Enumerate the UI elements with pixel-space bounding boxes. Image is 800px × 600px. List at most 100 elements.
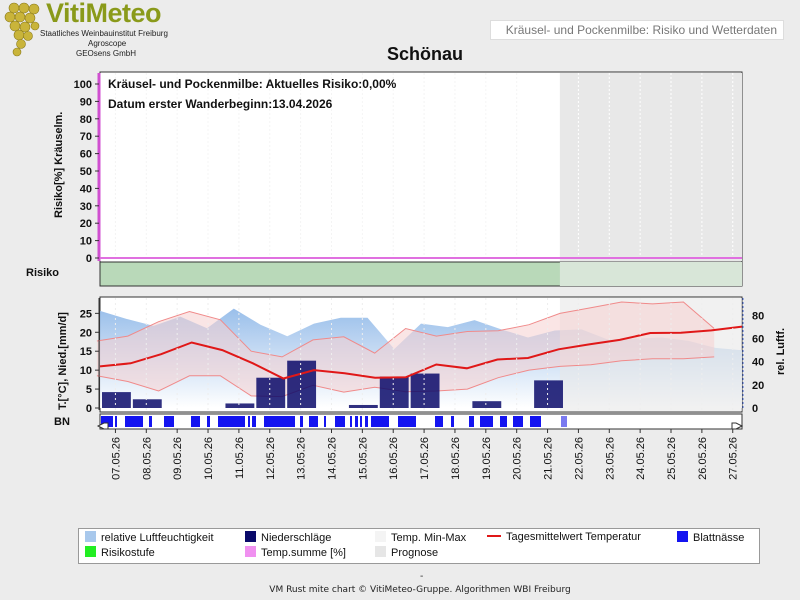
date-tick-label: 18.05.26	[450, 437, 462, 480]
date-tick-label: 26.05.26	[697, 437, 709, 480]
leaf-wetness-mark	[435, 416, 443, 427]
risk-annotation: Kräusel- und Pockenmilbe: Aktuelles Risi…	[108, 77, 397, 91]
chart-legend: relative Luftfeuchtigkeit Niederschläge …	[78, 528, 760, 564]
leaf-wetness-mark	[248, 416, 250, 427]
date-tick-label: 24.05.26	[635, 437, 647, 480]
risk-y-tick-label: 30	[80, 201, 92, 213]
risk-level-label: Risiko	[26, 267, 59, 279]
logo-line-1: Staatliches Weinbauinstitut Freiburg	[40, 29, 168, 38]
date-tick-label: 27.05.26	[728, 437, 740, 480]
weather-left-tick-label: 5	[86, 384, 92, 396]
precip-bar	[534, 380, 563, 408]
bn-strip	[99, 413, 743, 430]
precip-bar	[132, 399, 162, 408]
legend-item-precipitation: Niederschläge	[245, 531, 331, 544]
precip-bar	[348, 404, 378, 408]
vitimeteo-logo: VitiMeteo Staatliches Weinbauinstitut Fr…	[0, 0, 200, 60]
wander-annotation: Datum erster Wanderbeginn:13.04.2026	[108, 97, 333, 111]
date-tick-label: 25.05.26	[666, 437, 678, 480]
weather-right-label: rel. Luftf.	[775, 328, 787, 375]
bn-label: BN	[54, 416, 70, 428]
weather-left-tick-label: 15	[80, 346, 92, 358]
leaf-wetness-mark	[125, 416, 143, 427]
logo-title: VitiMeteo	[46, 0, 162, 28]
temp-mean-series	[99, 325, 743, 380]
risk-y-tick-label: 70	[80, 131, 92, 143]
date-tick-label: 12.05.26	[265, 437, 277, 480]
precip-bar	[379, 376, 409, 408]
precip-bar	[472, 401, 502, 408]
date-tick-label: 15.05.26	[357, 437, 369, 480]
leaf-wetness-mark	[398, 416, 416, 427]
legend-item-temp-sum: Temp.summe [%]	[245, 546, 346, 559]
header-subtitle-box: Kräusel- und Pockenmilbe: Risiko und Wet…	[490, 20, 784, 40]
grape-icon	[4, 2, 40, 57]
footer-credit: VM Rust mite chart © VitiMeteo-Gruppe. A…	[269, 585, 571, 595]
leaf-wetness-mark	[149, 416, 152, 427]
date-tick-label: 09.05.26	[172, 437, 184, 480]
leaf-wetness-mark	[360, 416, 362, 427]
logo-line-2: Agroscope	[88, 39, 127, 48]
leaf-wetness-mark	[500, 416, 507, 427]
date-tick-label: 11.05.26	[234, 437, 246, 479]
weather-left-label: T.[°C], Nied.[mm/d]	[57, 312, 69, 410]
date-tick-label: 14.05.26	[326, 437, 338, 480]
risk-y-label: Risiko[%] Kräuselm.	[53, 112, 65, 218]
date-tick-label: 13.05.26	[296, 437, 308, 480]
leaf-wetness-mark	[365, 416, 368, 427]
temp-minmax-band	[96, 302, 715, 397]
legend-item-forecast: Prognose	[375, 546, 438, 559]
leaf-wetness-mark	[513, 416, 523, 427]
date-tick-label: 19.05.26	[481, 437, 493, 480]
leaf-wetness-mark	[101, 416, 113, 427]
weather-right-tick-label: 60	[752, 334, 764, 346]
header-subtitle: Kräusel- und Pockenmilbe: Risiko und Wet…	[505, 23, 777, 37]
precip-bar	[102, 392, 131, 408]
leaf-wetness-mark	[300, 416, 303, 427]
weather-right-tick-label: 0	[752, 403, 758, 415]
risk-y-tick-label: 40	[80, 183, 92, 195]
date-tick-label: 16.05.26	[388, 437, 400, 480]
date-tick-label: 17.05.26	[419, 437, 431, 480]
legend-item-risk-level: Risikostufe	[85, 546, 155, 559]
temp-max-line	[96, 301, 715, 358]
weather-left-tick-label: 25	[80, 308, 92, 320]
risk-y-tick-label: 90	[80, 96, 92, 108]
leaf-wetness-mark	[252, 416, 256, 427]
risk-y-tick-label: 10	[80, 236, 92, 248]
weather-left-tick-label: 10	[80, 365, 92, 377]
leaf-wetness-mark	[480, 416, 493, 427]
risk-y-tick-label: 20	[80, 218, 92, 230]
risk-y-tick-label: 50	[80, 166, 92, 178]
leaf-wetness-mark	[355, 416, 358, 427]
date-tick-label: 23.05.26	[604, 437, 616, 480]
leaf-wetness-mark	[335, 416, 345, 427]
risk-y-tick-label: 0	[86, 253, 92, 265]
leaf-wetness-mark	[191, 416, 200, 427]
leaf-wetness-mark	[115, 416, 117, 427]
logo-line-3: GEOsens GmbH	[76, 49, 137, 58]
weather-right-tick-label: 80	[752, 310, 764, 322]
footer-dash: -	[420, 571, 424, 582]
precip-bar	[410, 373, 440, 408]
legend-item-leaf-wetness: Blattnässe	[677, 531, 744, 544]
leaf-wetness-mark	[264, 416, 295, 427]
leaf-wetness-mark	[324, 416, 326, 427]
risk-y-tick-label: 100	[74, 79, 92, 91]
precip-bar	[287, 360, 317, 408]
leaf-wetness-mark	[469, 416, 474, 427]
forecast-shade-risk	[559, 73, 742, 261]
weather-left-tick-label: 0	[86, 403, 92, 415]
leaf-wetness-mark	[218, 416, 245, 427]
leaf-wetness-mark	[451, 416, 454, 427]
leaf-wetness-mark	[207, 416, 210, 427]
date-tick-label: 08.05.26	[141, 437, 153, 480]
leaf-wetness-mark	[309, 416, 318, 427]
date-tick-label: 20.05.26	[512, 437, 524, 480]
precip-bar	[256, 377, 286, 408]
scroll-left-arrow	[96, 422, 109, 430]
precip-bar	[225, 403, 255, 408]
risk-y-tick-label: 60	[80, 149, 92, 161]
weather-right-tick-label: 40	[752, 357, 764, 369]
